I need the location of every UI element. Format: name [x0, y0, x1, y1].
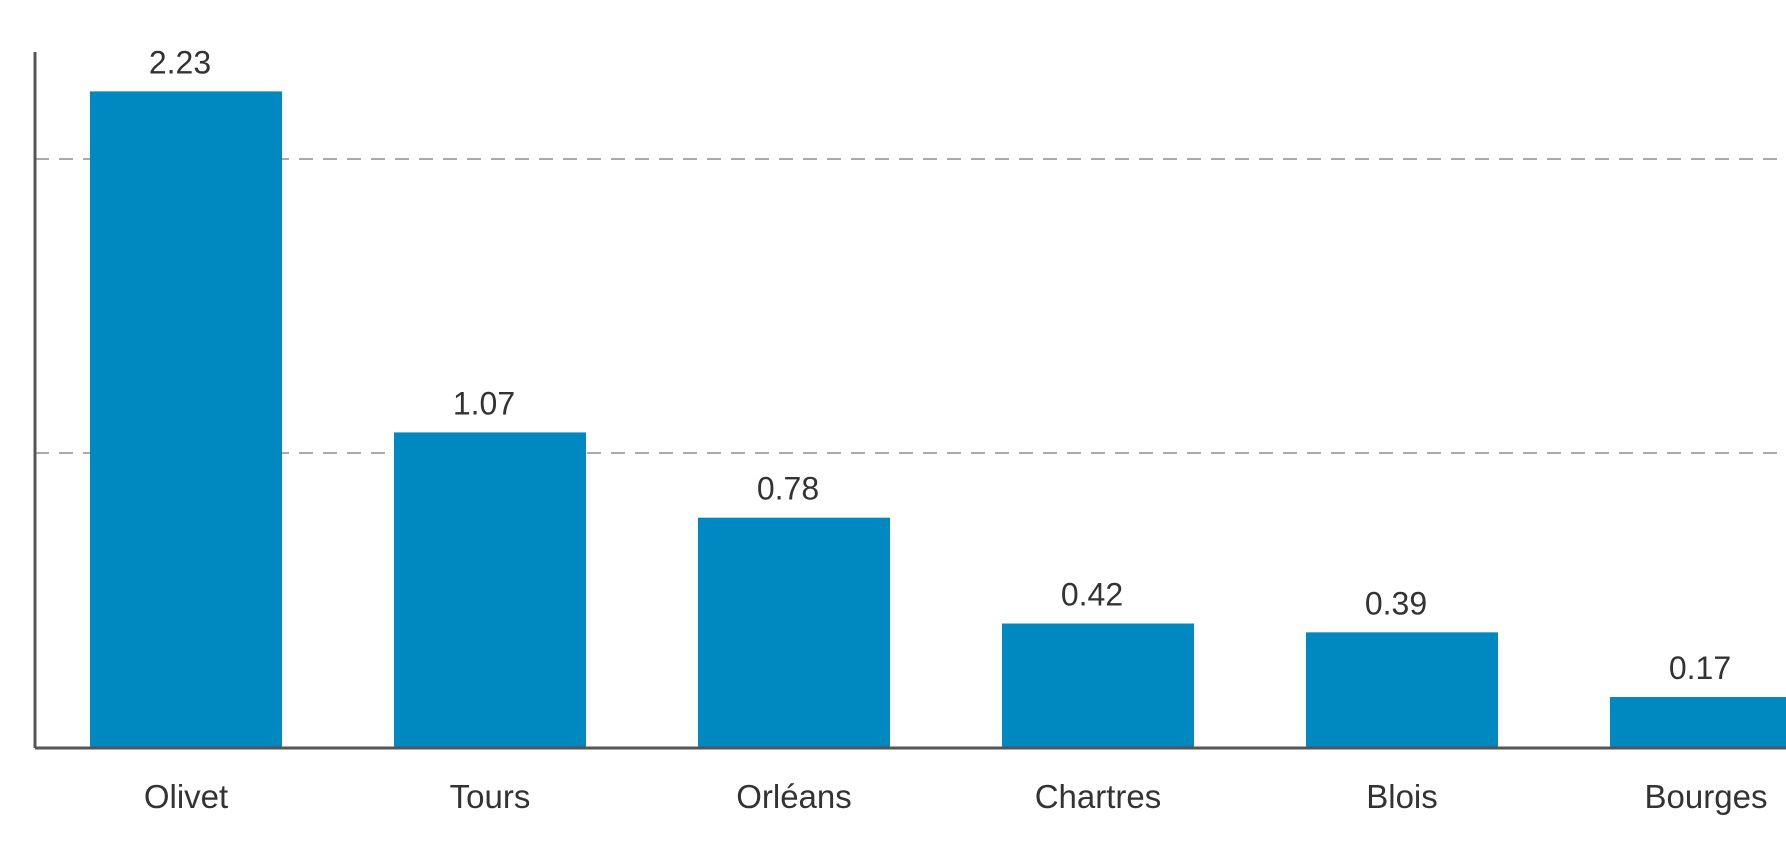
- bar-chartres: [1002, 623, 1194, 747]
- bars: [90, 91, 1786, 747]
- bar-blois: [1306, 632, 1498, 747]
- category-labels: Olivet Tours Orléans Chartres Blois Bourges: [144, 778, 1768, 815]
- category-label: Bourges: [1645, 778, 1768, 815]
- gridlines: [35, 158, 1786, 454]
- bar-bourges: [1610, 697, 1786, 747]
- category-label: Chartres: [1035, 778, 1162, 815]
- data-label: 0.17: [1669, 650, 1731, 686]
- data-label: 0.42: [1061, 577, 1123, 613]
- data-labels: 2.23 1.07 0.78 0.42 0.39 0.17: [149, 44, 1731, 686]
- category-label: Tours: [450, 778, 531, 815]
- category-label: Orléans: [736, 778, 852, 815]
- data-label: 0.39: [1365, 585, 1427, 621]
- bar-orléans: [698, 517, 890, 747]
- data-label: 0.78: [757, 471, 819, 507]
- bar-olivet: [90, 91, 282, 747]
- data-label: 1.07: [453, 385, 515, 421]
- data-label: 2.23: [149, 44, 211, 80]
- axes: [33, 52, 1786, 750]
- category-label: Blois: [1366, 778, 1438, 815]
- category-label: Olivet: [144, 778, 228, 815]
- bar-tours: [394, 432, 586, 747]
